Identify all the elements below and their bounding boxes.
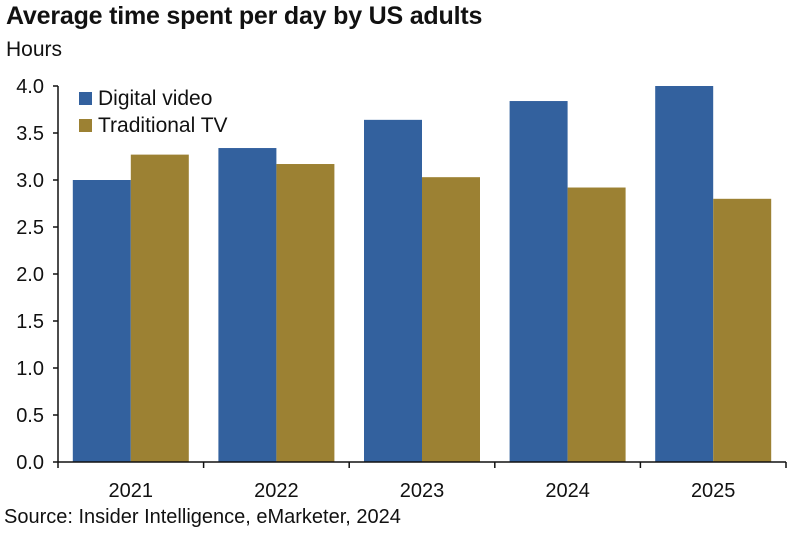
- x-tick-label: 2024: [545, 480, 590, 502]
- chart-title: Average time spent per day by US adults: [6, 2, 483, 30]
- bar-digital-video-2024: [509, 101, 568, 462]
- bar-digital-video-2025: [655, 86, 714, 462]
- legend-label: Traditional TV: [98, 114, 228, 137]
- x-axis: 2021 2022 2023 2024 2025: [57, 462, 787, 502]
- y-tick-label: 3.0: [16, 170, 44, 192]
- bar-digital-video-2023: [364, 119, 422, 462]
- chart-subtitle: Hours: [6, 38, 63, 61]
- bar-digital-video-2022: [218, 148, 277, 463]
- y-tick-label: 2.0: [16, 264, 44, 286]
- axes: [57, 86, 786, 463]
- bar-traditional-tv-2024: [567, 187, 626, 462]
- x-tick-label: 2022: [254, 480, 299, 502]
- legend-label: Digital video: [98, 87, 212, 110]
- y-tick-label: 1.5: [16, 311, 44, 333]
- legend: Digital video Traditional TV: [79, 87, 228, 137]
- x-tick-label: 2023: [400, 480, 445, 502]
- y-tick-label: 2.5: [16, 217, 44, 239]
- y-tick-label: 3.5: [16, 123, 44, 145]
- x-tick-label: 2021: [109, 480, 154, 502]
- chart-source: Source: Insider Intelligence, eMarketer,…: [4, 506, 401, 528]
- y-tick-label: 0.0: [16, 452, 44, 474]
- y-tick-label: 4.0: [16, 76, 44, 98]
- bar-traditional-tv-2023: [422, 177, 480, 462]
- x-tick-label: 2025: [691, 480, 736, 502]
- y-tick-label: 1.0: [16, 358, 44, 380]
- bar-digital-video-2021: [72, 180, 131, 462]
- bar-traditional-tv-2022: [276, 164, 335, 462]
- legend-swatch: [79, 92, 92, 105]
- bars: [72, 86, 772, 463]
- legend-swatch: [79, 119, 92, 132]
- y-tick-label: 0.5: [16, 405, 44, 427]
- bar-traditional-tv-2025: [713, 198, 772, 463]
- bar-traditional-tv-2021: [130, 154, 189, 462]
- y-axis: 0.0 0.5 1.0 1.5 2.0 2.5 3.0 3.5 4.0: [16, 76, 58, 474]
